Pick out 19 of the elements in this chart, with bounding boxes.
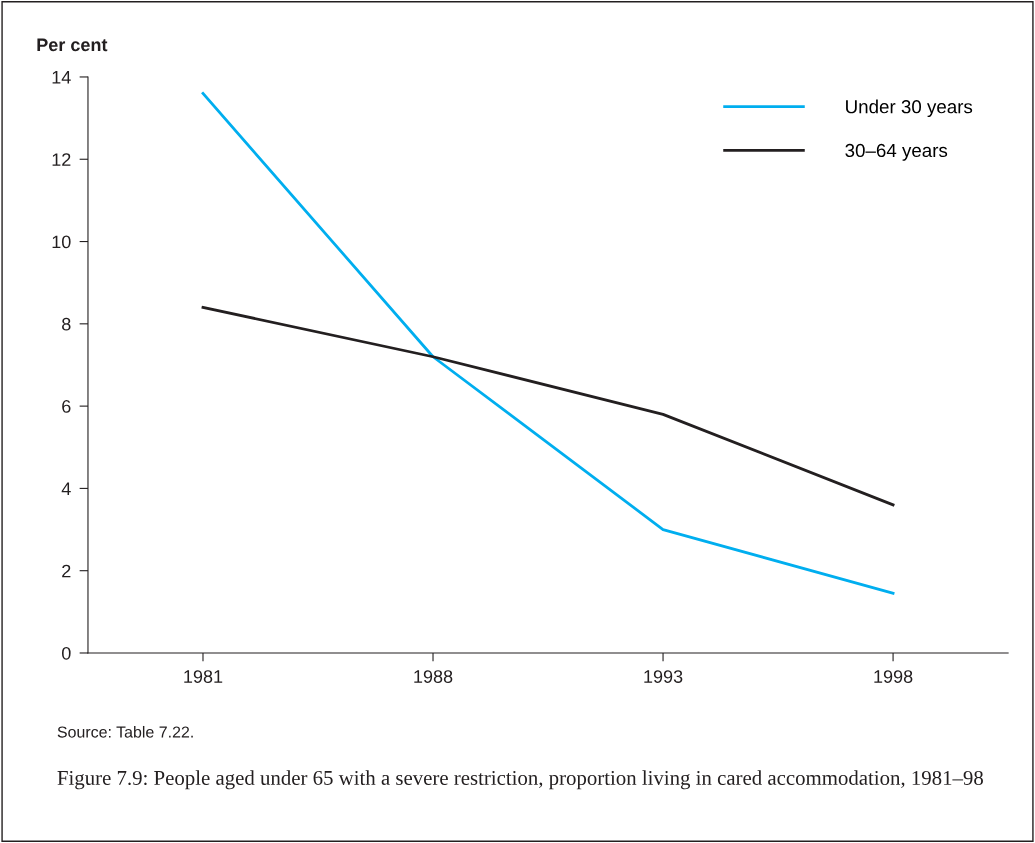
x-tick-label: 1981 xyxy=(184,670,223,683)
y-tick-label: 6 xyxy=(62,400,71,413)
line-series xyxy=(201,305,895,507)
y-tick-label: 2 xyxy=(62,564,71,578)
y-tick-label: 12 xyxy=(52,153,71,166)
y-tick-label: 0 xyxy=(61,646,71,660)
y-tick-label: 4 xyxy=(61,482,71,495)
y-tick-label: 8 xyxy=(62,317,71,331)
source-note: Source: Table 7.22. xyxy=(57,725,193,738)
x-tick-label: 1998 xyxy=(874,670,913,683)
legend-label: 30–64 years xyxy=(845,143,948,161)
x-tick-label: 1993 xyxy=(644,670,683,683)
y-tick-label: 14 xyxy=(52,71,71,84)
line-series xyxy=(201,92,895,595)
text: Figure 7.9: People aged under 65 with a severe restriction, proportion living in cared accommodation, 1981–98 xyxy=(57,770,983,790)
y-axis-title: Per cent xyxy=(37,38,108,52)
legend-label: Under 30 years xyxy=(846,99,973,118)
y-tick-label: 10 xyxy=(52,235,71,249)
x-tick-label: 1988 xyxy=(414,670,453,683)
